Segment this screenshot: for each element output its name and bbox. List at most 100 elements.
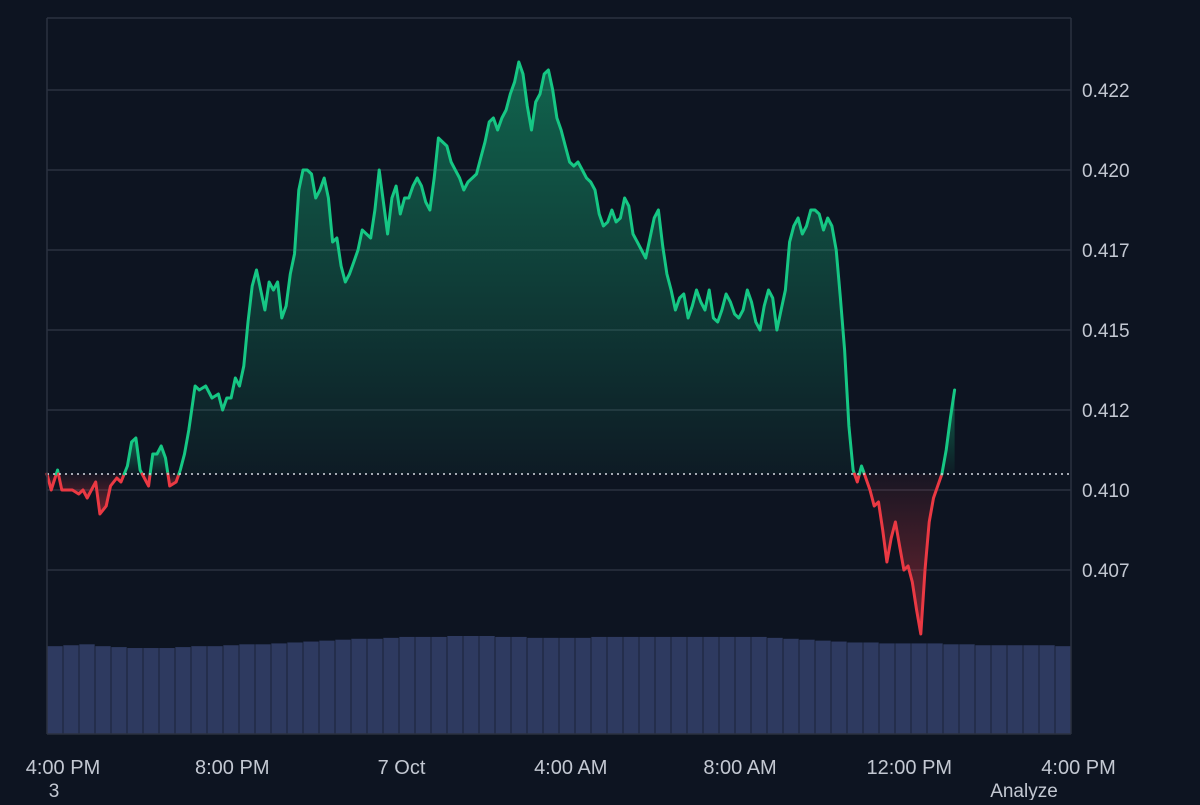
volume-bar — [975, 645, 991, 734]
volume-bar — [399, 636, 415, 734]
volume-bar — [703, 636, 719, 734]
volume-bar — [1023, 645, 1039, 734]
volume-bar — [687, 636, 703, 734]
volume-bar — [367, 638, 383, 734]
analyze-link[interactable]: Analyze — [990, 781, 1058, 802]
volume-bar — [655, 636, 671, 734]
volume-bar — [831, 641, 847, 734]
price-area — [47, 62, 955, 634]
line-segment-down — [45, 472, 58, 492]
volume-bar — [319, 640, 335, 734]
volume-bar — [143, 648, 159, 734]
volume-bar — [207, 646, 223, 734]
volume-bar — [879, 643, 895, 734]
price-line — [45, 60, 957, 636]
volume-bar — [191, 646, 207, 734]
volume-bar — [431, 636, 447, 734]
y-tick-label: 0.410 — [1082, 481, 1130, 502]
volume-bar — [543, 637, 559, 734]
volume-bar — [463, 636, 479, 734]
volume-bar — [239, 644, 255, 734]
volume-bars — [47, 636, 1071, 734]
volume-bar — [575, 637, 591, 734]
x-tick-label: 4:00 PM — [1041, 757, 1115, 779]
plot-frame — [46, 17, 1072, 735]
volume-bar — [943, 644, 959, 734]
volume-bar — [863, 642, 879, 734]
line-segment-down — [56, 472, 126, 516]
volume-bar — [271, 643, 287, 734]
line-segment-up — [857, 464, 866, 476]
volume-bar — [175, 647, 191, 734]
area-below-baseline — [58, 474, 125, 514]
volume-bar — [287, 642, 303, 734]
area-above-baseline — [941, 390, 955, 474]
y-tick-label: 0.412 — [1082, 401, 1130, 422]
volume-bar — [847, 642, 863, 734]
volume-bar — [671, 636, 687, 734]
line-segment-up — [122, 436, 144, 476]
volume-bar — [127, 648, 143, 734]
volume-bar — [639, 636, 655, 734]
volume-bar — [1007, 645, 1023, 734]
volume-bar — [607, 636, 623, 734]
volume-bar — [911, 643, 927, 734]
volume-bar — [111, 647, 127, 734]
x-tick-label: 8:00 PM — [195, 757, 269, 779]
footer-left-label: 3 — [49, 781, 60, 800]
area-above-baseline — [178, 62, 855, 474]
volume-bar — [735, 636, 751, 734]
volume-bar — [719, 636, 735, 734]
x-tick-label: 4:00 AM — [534, 757, 607, 779]
volume-bar — [335, 639, 351, 734]
volume-bar — [351, 638, 367, 734]
volume-bar — [95, 646, 111, 734]
volume-bar — [79, 644, 95, 734]
volume-bar — [495, 636, 511, 734]
volume-bar — [223, 645, 239, 734]
line-segment-down — [166, 472, 181, 488]
volume-bar — [47, 646, 63, 734]
volume-bar — [63, 645, 79, 734]
volume-bar — [815, 640, 831, 734]
line-segment-down — [853, 472, 861, 484]
volume-bar — [895, 643, 911, 734]
volume-bar — [527, 637, 543, 734]
line-segment-up — [148, 444, 170, 476]
volume-bar — [783, 638, 799, 734]
y-axis-ticks: 0.422 0.420 0.417 0.415 0.412 0.410 0.407 — [1082, 81, 1130, 582]
x-tick-label: 8:00 AM — [703, 757, 776, 779]
y-tick-label: 0.417 — [1082, 241, 1130, 262]
volume-bar — [799, 639, 815, 734]
volume-bar — [415, 636, 431, 734]
volume-bar — [255, 644, 271, 734]
volume-bar — [1055, 646, 1071, 734]
volume-bar — [767, 637, 783, 734]
volume-bar — [1039, 645, 1055, 734]
x-tick-label: 7 Oct — [378, 757, 426, 779]
y-tick-label: 0.415 — [1082, 321, 1130, 342]
volume-bar — [447, 636, 463, 734]
area-below-baseline — [864, 474, 942, 634]
y-tick-label: 0.407 — [1082, 561, 1130, 582]
volume-bar — [927, 643, 943, 734]
volume-bar — [591, 636, 607, 734]
line-segment-up — [940, 388, 957, 476]
volume-bar — [991, 645, 1007, 734]
volume-bar — [511, 636, 527, 734]
volume-bar — [751, 636, 767, 734]
volume-bar — [623, 636, 639, 734]
line-segment-up — [177, 60, 856, 476]
volume-bar — [479, 636, 495, 734]
volume-bar — [303, 641, 319, 734]
volume-bar — [559, 637, 575, 734]
volume-bar — [383, 637, 399, 734]
x-tick-label: 4:00 PM — [26, 757, 100, 779]
volume-bar — [959, 644, 975, 734]
x-tick-label: 12:00 PM — [866, 757, 952, 779]
line-segment-down — [862, 472, 944, 636]
x-axis-ticks: 4:00 PM 8:00 PM 7 Oct 4:00 AM 8:00 AM 12:00 P… — [26, 757, 1116, 779]
y-tick-label: 0.422 — [1082, 81, 1130, 102]
